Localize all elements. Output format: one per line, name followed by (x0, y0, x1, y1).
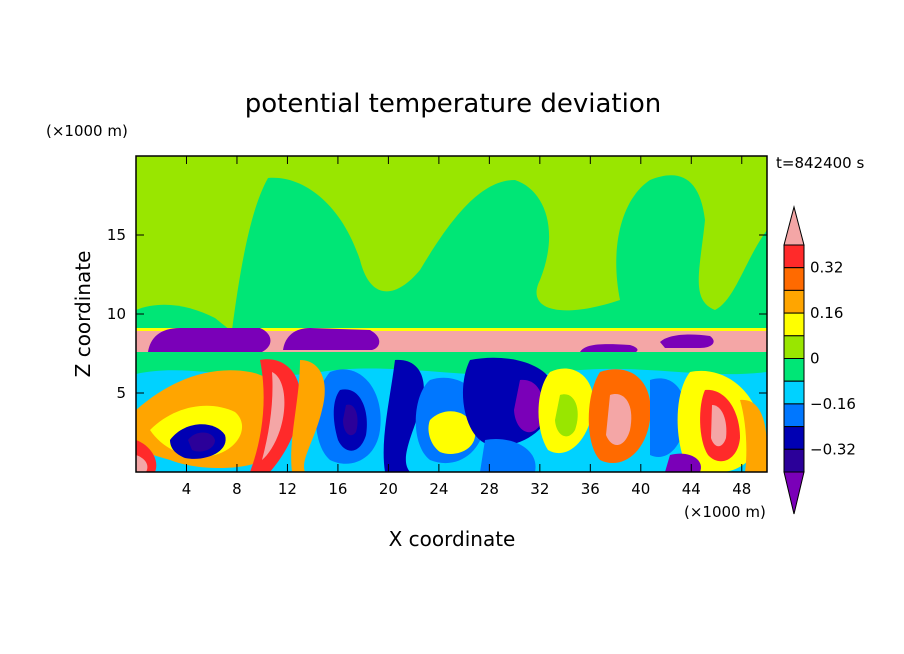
inversion-top-yellow (136, 328, 767, 331)
cold-blob-4 (660, 334, 714, 348)
x-tick-label: 12 (278, 480, 297, 498)
x-tick-label: 8 (232, 480, 242, 498)
cold-blob-2 (283, 328, 380, 350)
colorbar-box (783, 289, 805, 314)
x-tick-label: 4 (182, 480, 192, 498)
colorbar-box (783, 267, 805, 291)
x-tick-label: 48 (732, 480, 751, 498)
y-tick-label: 10 (107, 305, 126, 323)
x-tick-label: 36 (581, 480, 600, 498)
colorbar-label: −0.16 (810, 395, 856, 413)
x-tick-label: 24 (429, 480, 448, 498)
x-tick-label: 44 (682, 480, 701, 498)
y-unit-label: (×1000 m) (46, 122, 128, 140)
lower-eddies (136, 352, 767, 472)
colorbar-box (783, 335, 805, 359)
colorbar-box (783, 403, 805, 428)
colorbar-box (783, 380, 805, 405)
colorbar: 0.32 0.16 0 −0.16 −0.32 (783, 205, 856, 515)
colorbar-label: 0.16 (810, 304, 843, 322)
colorbar-label: 0 (810, 350, 820, 368)
colorbar-box (783, 448, 805, 473)
cold-blob-3 (580, 344, 638, 354)
colorbar-box (783, 312, 805, 337)
x-tick-label: 28 (480, 480, 499, 498)
x-tick-label: 40 (631, 480, 650, 498)
y-axis-label: Z coordinate (71, 251, 95, 378)
time-label: t=842400 s (776, 154, 864, 172)
x-tick-label: 32 (530, 480, 549, 498)
colorbar-box (783, 358, 805, 382)
x-unit-label: (×1000 m) (684, 503, 766, 521)
colorbar-label: −0.32 (810, 440, 856, 458)
colorbar-box (783, 426, 805, 450)
colorbar-label: 0.32 (810, 259, 843, 277)
x-tick-label: 16 (328, 480, 347, 498)
x-axis-label: X coordinate (389, 527, 516, 551)
colorbar-top-extension (783, 205, 805, 246)
x-axis: 4 8 12 16 20 24 28 32 36 40 44 48 (182, 156, 751, 498)
upper-teal-band-2 (136, 304, 230, 330)
chart-title: potential temperature deviation (245, 89, 661, 119)
y-tick-label: 15 (107, 226, 126, 244)
y-axis: 5 10 15 (107, 226, 767, 402)
y-tick-label: 5 (116, 384, 126, 402)
colorbar-box (783, 244, 805, 269)
plot-area (136, 156, 767, 472)
x-tick-label: 20 (379, 480, 398, 498)
colorbar-bottom-extension (783, 471, 805, 515)
cold-blob-1 (148, 328, 271, 352)
upper-teal-band (232, 175, 767, 330)
